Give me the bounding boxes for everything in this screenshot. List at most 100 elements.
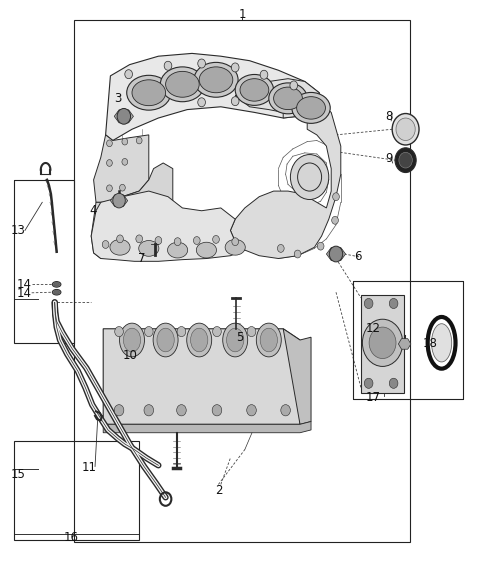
Circle shape (277, 244, 284, 252)
Circle shape (232, 238, 239, 246)
Text: 2: 2 (215, 483, 222, 497)
Text: 11: 11 (82, 461, 97, 474)
Ellipse shape (120, 323, 144, 357)
Circle shape (155, 237, 162, 244)
Ellipse shape (52, 289, 61, 295)
Circle shape (392, 114, 419, 145)
Bar (14, 180, 74, 343)
Ellipse shape (187, 323, 212, 357)
Circle shape (198, 59, 205, 68)
Polygon shape (94, 135, 149, 202)
Circle shape (120, 184, 125, 191)
Circle shape (136, 235, 143, 243)
Circle shape (212, 405, 222, 416)
Circle shape (107, 185, 112, 192)
Ellipse shape (223, 323, 248, 357)
Circle shape (177, 327, 186, 337)
Circle shape (144, 327, 153, 337)
Circle shape (144, 405, 154, 416)
Circle shape (364, 298, 373, 309)
Circle shape (294, 250, 301, 258)
Text: 8: 8 (385, 110, 393, 124)
Circle shape (136, 137, 142, 144)
Polygon shape (103, 422, 311, 433)
Ellipse shape (52, 282, 61, 287)
Circle shape (332, 216, 338, 224)
Text: 18: 18 (423, 337, 438, 351)
Circle shape (107, 140, 112, 147)
Circle shape (174, 238, 181, 246)
Text: 6: 6 (354, 250, 361, 264)
Circle shape (290, 155, 329, 200)
Polygon shape (91, 191, 245, 261)
Circle shape (122, 138, 128, 145)
Ellipse shape (166, 71, 199, 97)
Ellipse shape (297, 97, 325, 119)
Polygon shape (235, 79, 322, 118)
Polygon shape (114, 110, 133, 123)
Circle shape (290, 81, 298, 90)
Circle shape (389, 298, 398, 309)
Ellipse shape (191, 328, 208, 352)
Circle shape (231, 63, 239, 72)
Text: 1: 1 (239, 7, 246, 21)
Polygon shape (110, 195, 128, 206)
Ellipse shape (240, 79, 269, 101)
Text: 5: 5 (236, 330, 244, 344)
Ellipse shape (139, 241, 159, 256)
Circle shape (213, 327, 221, 337)
Circle shape (369, 327, 396, 359)
Text: 17: 17 (366, 391, 381, 405)
Text: 4: 4 (90, 204, 97, 217)
Text: 15: 15 (11, 468, 25, 482)
Circle shape (164, 61, 172, 70)
Circle shape (198, 98, 205, 107)
Polygon shape (230, 104, 341, 259)
Circle shape (329, 246, 343, 262)
Text: 7: 7 (138, 252, 145, 265)
Polygon shape (398, 339, 411, 349)
Circle shape (231, 97, 239, 106)
Polygon shape (326, 247, 346, 261)
Circle shape (247, 405, 256, 416)
Circle shape (122, 158, 128, 165)
Bar (361, 295, 404, 393)
Text: 12: 12 (366, 322, 381, 336)
Circle shape (364, 378, 373, 388)
Ellipse shape (227, 328, 244, 352)
Ellipse shape (292, 93, 330, 124)
Bar (353, 281, 463, 399)
Ellipse shape (196, 242, 216, 258)
Circle shape (177, 405, 186, 416)
Ellipse shape (157, 328, 174, 352)
Text: 13: 13 (11, 224, 25, 237)
Text: 16: 16 (63, 531, 79, 545)
Ellipse shape (274, 87, 302, 110)
Circle shape (107, 160, 112, 166)
Ellipse shape (199, 67, 233, 93)
Circle shape (213, 235, 219, 243)
Circle shape (115, 327, 123, 337)
Polygon shape (106, 53, 322, 140)
Ellipse shape (153, 323, 178, 357)
Ellipse shape (123, 328, 141, 352)
Text: 3: 3 (114, 92, 121, 105)
Ellipse shape (160, 67, 204, 102)
Circle shape (362, 319, 403, 366)
Circle shape (281, 405, 290, 416)
Ellipse shape (132, 80, 166, 106)
Ellipse shape (54, 283, 60, 286)
Circle shape (113, 193, 125, 208)
Circle shape (399, 152, 412, 168)
Ellipse shape (54, 291, 60, 294)
Bar (14, 441, 139, 540)
Ellipse shape (168, 242, 188, 258)
Ellipse shape (260, 328, 277, 352)
Circle shape (317, 242, 324, 250)
Circle shape (102, 241, 109, 248)
Bar (74, 20, 410, 542)
Ellipse shape (194, 62, 238, 97)
Circle shape (333, 193, 339, 201)
Circle shape (389, 378, 398, 388)
Ellipse shape (110, 239, 130, 255)
